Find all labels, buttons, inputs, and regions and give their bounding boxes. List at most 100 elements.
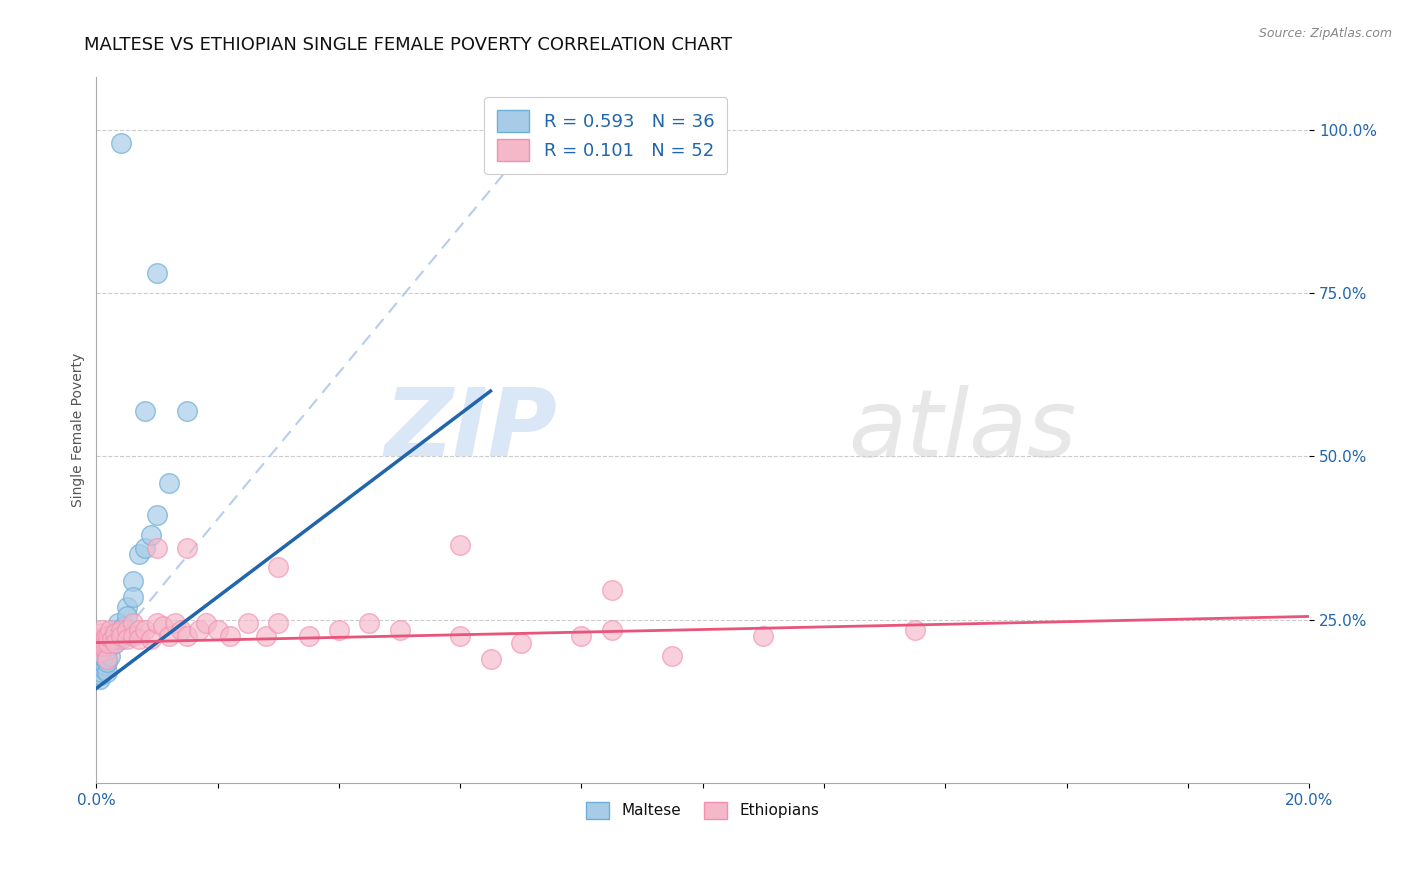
Point: [98, 648, 121, 663]
Point: [146, 508, 169, 523]
Point: [93, 639, 115, 653]
Point: [89, 662, 111, 676]
Point: [600, 583, 623, 598]
Text: ZIP: ZIP: [384, 384, 557, 476]
Point: [236, 615, 259, 630]
Point: [91, 652, 114, 666]
Point: [139, 632, 162, 647]
Point: [90, 668, 112, 682]
Point: [165, 615, 187, 630]
Point: [207, 623, 229, 637]
Point: [328, 623, 350, 637]
Point: [115, 609, 138, 624]
Point: [91, 645, 114, 659]
Point: [254, 629, 277, 643]
Text: Source: ZipAtlas.com: Source: ZipAtlas.com: [1258, 27, 1392, 40]
Point: [110, 625, 132, 640]
Point: [904, 623, 927, 637]
Point: [121, 590, 143, 604]
Point: [112, 619, 135, 633]
Point: [121, 615, 143, 630]
Point: [146, 615, 169, 630]
Point: [176, 541, 198, 555]
Point: [157, 475, 180, 490]
Point: [134, 403, 156, 417]
Text: atlas: atlas: [848, 384, 1077, 475]
Point: [94, 645, 117, 659]
Point: [359, 615, 381, 630]
Point: [103, 625, 125, 640]
Text: MALTESE VS ETHIOPIAN SINGLE FEMALE POVERTY CORRELATION CHART: MALTESE VS ETHIOPIAN SINGLE FEMALE POVER…: [84, 36, 733, 54]
Point: [267, 560, 290, 574]
Point: [91, 623, 114, 637]
Point: [146, 541, 169, 555]
Point: [176, 403, 198, 417]
Point: [97, 642, 120, 657]
Point: [93, 632, 115, 647]
Point: [89, 672, 111, 686]
Point: [100, 632, 122, 647]
Point: [91, 635, 114, 649]
Point: [97, 629, 120, 643]
Point: [267, 615, 290, 630]
Point: [139, 528, 162, 542]
Point: [297, 629, 319, 643]
Point: [571, 629, 593, 643]
Point: [509, 635, 531, 649]
Point: [90, 658, 112, 673]
Point: [157, 629, 180, 643]
Point: [89, 632, 111, 647]
Point: [110, 629, 132, 643]
Point: [93, 662, 115, 676]
Point: [94, 629, 117, 643]
Point: [194, 615, 217, 630]
Point: [90, 625, 112, 640]
Point: [94, 658, 117, 673]
Point: [128, 547, 150, 561]
Point: [146, 267, 169, 281]
Point: [449, 629, 471, 643]
Point: [188, 623, 211, 637]
Point: [103, 635, 125, 649]
Point: [121, 629, 143, 643]
Point: [110, 632, 132, 647]
Point: [479, 652, 502, 666]
Point: [107, 615, 129, 630]
Point: [128, 623, 150, 637]
Point: [170, 623, 193, 637]
Point: [90, 639, 112, 653]
Point: [96, 652, 118, 666]
Point: [752, 629, 775, 643]
Point: [96, 665, 118, 679]
Point: [152, 619, 174, 633]
Point: [128, 632, 150, 647]
Point: [96, 655, 118, 669]
Point: [115, 599, 138, 614]
Point: [388, 623, 411, 637]
Point: [103, 632, 125, 647]
Legend: Maltese, Ethiopians: Maltese, Ethiopians: [581, 796, 825, 825]
Point: [90, 665, 112, 679]
Point: [89, 645, 111, 659]
Point: [600, 623, 623, 637]
Point: [91, 655, 114, 669]
Point: [100, 635, 122, 649]
Point: [93, 648, 115, 663]
Point: [110, 623, 132, 637]
Point: [94, 635, 117, 649]
Point: [176, 629, 198, 643]
Point: [661, 648, 683, 663]
Point: [115, 623, 138, 637]
Point: [97, 639, 120, 653]
Point: [449, 538, 471, 552]
Point: [134, 623, 156, 637]
Point: [115, 632, 138, 647]
Point: [121, 574, 143, 588]
Point: [104, 623, 127, 637]
Point: [134, 541, 156, 555]
Point: [97, 635, 120, 649]
Point: [94, 652, 117, 666]
Point: [98, 623, 121, 637]
Point: [103, 635, 125, 649]
Point: [218, 629, 240, 643]
